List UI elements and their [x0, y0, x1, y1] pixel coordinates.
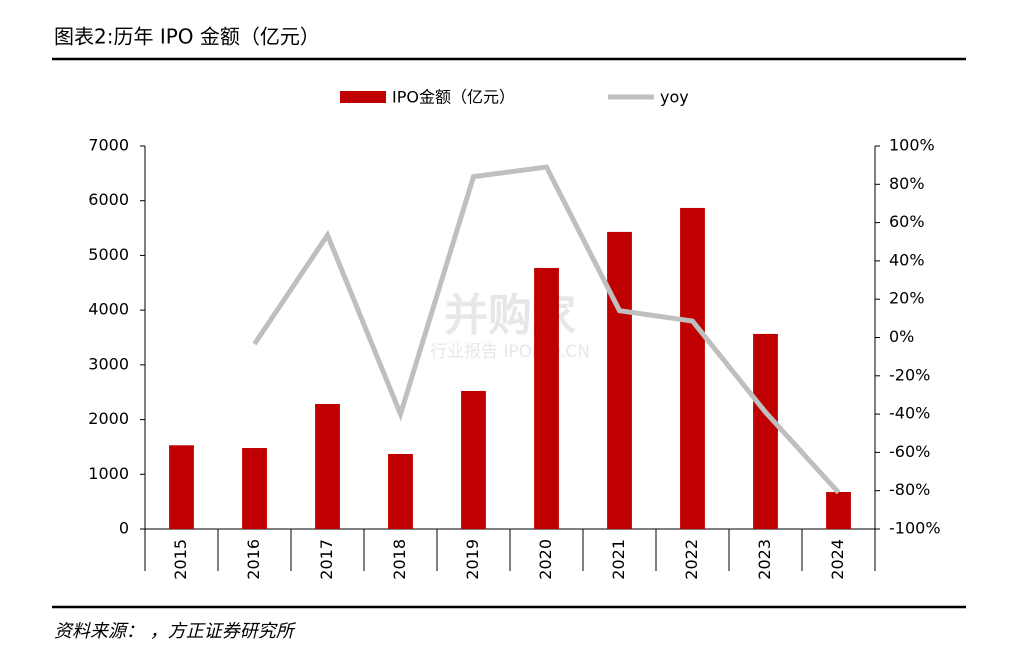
y-tick-label: 6000: [88, 190, 129, 209]
x-tick-label: 2022: [682, 539, 701, 580]
y2-tick-label: 0%: [889, 327, 914, 346]
legend-label: yoy: [660, 88, 689, 107]
source-note: 资料来源： ，方正证券研究所: [54, 621, 297, 642]
x-tick-label: 2024: [828, 539, 847, 580]
y2-tick-label: -60%: [889, 442, 930, 461]
bar: [753, 333, 778, 529]
y2-tick-label: 20%: [889, 289, 925, 308]
bar: [826, 492, 851, 529]
y-tick-label: 1000: [88, 464, 129, 483]
y2-tick-label: -80%: [889, 480, 930, 499]
x-tick-label: 2021: [609, 539, 628, 580]
y-tick-label: 4000: [88, 300, 129, 319]
line: [252, 164, 841, 495]
x-tick-label: 2018: [390, 539, 409, 580]
y2-tick-label: 40%: [889, 250, 925, 269]
legend-swatch: [340, 91, 386, 103]
y2-tick-label: 100%: [889, 136, 935, 155]
bar: [607, 231, 632, 529]
y2-tick-label: -100%: [889, 519, 941, 538]
x-tick-label: 2015: [171, 539, 190, 580]
bar: [169, 445, 194, 529]
bar: [461, 390, 486, 529]
watermark: 行业报告 IPOIPO.CN: [430, 342, 590, 362]
x-tick-label: 2023: [755, 539, 774, 580]
legend-label: IPO金额（亿元）: [392, 88, 515, 107]
x-tick-label: 2020: [536, 539, 555, 580]
y2-tick-label: 80%: [889, 174, 925, 193]
y2-tick-label: -20%: [889, 365, 930, 384]
y-tick-label: 0: [119, 519, 129, 538]
y-tick-label: 7000: [88, 136, 129, 155]
y-tick-label: 2000: [88, 409, 129, 428]
bar: [388, 453, 413, 529]
x-tick-label: 2017: [317, 539, 336, 580]
bar: [680, 207, 705, 529]
x-tick-label: 2019: [463, 539, 482, 580]
chart-title: 图表2:历年 IPO 金额（亿元）: [54, 25, 320, 49]
x-tick-label: 2016: [244, 539, 263, 580]
y2-tick-label: -40%: [889, 404, 930, 423]
bar: [242, 448, 267, 529]
y-tick-label: 3000: [88, 354, 129, 373]
y-tick-label: 5000: [88, 245, 129, 264]
bar: [534, 267, 559, 529]
bar: [315, 403, 340, 529]
y2-tick-label: 60%: [889, 212, 925, 231]
